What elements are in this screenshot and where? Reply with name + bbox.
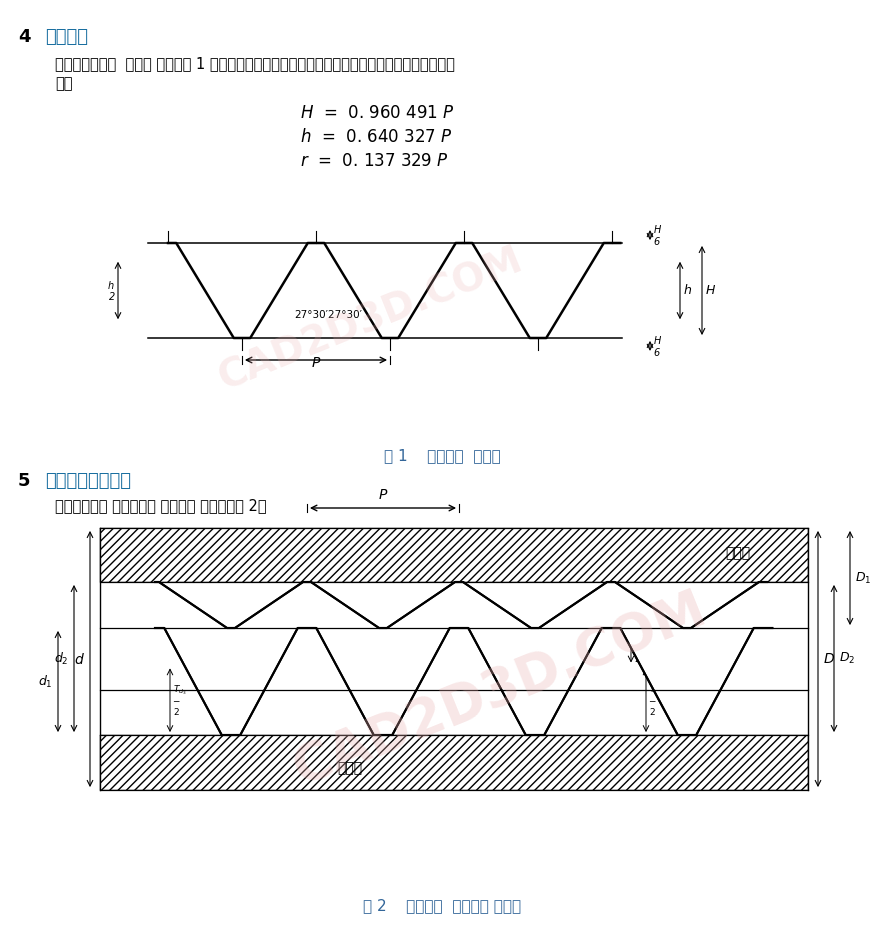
Bar [100,528,808,582]
Text: $T_{d_3}$
─
2: $T_{d_3}$ ─ 2 [173,683,187,717]
Polygon shape [469,628,621,735]
Text: 内螺纹: 内螺纹 [725,546,751,560]
Text: $H$: $H$ [705,284,716,297]
Polygon shape [164,628,316,735]
Text: $D$: $D$ [823,652,835,666]
Polygon shape [621,628,773,735]
Text: 图 1    螺纹的设  计牙型: 图 1 螺纹的设 计牙型 [384,448,500,463]
Text: CAD2D3D.COM: CAD2D3D.COM [212,242,528,398]
Text: $P$: $P$ [377,488,388,502]
Text: 设计牙型: 设计牙型 [45,28,88,46]
Text: $H$  =  0. 960 491 $P$: $H$ = 0. 960 491 $P$ [300,104,454,122]
Text: $D_2$: $D_2$ [839,651,855,666]
Text: $D_1$: $D_1$ [855,570,872,586]
Text: 27°30′27°30′: 27°30′27°30′ [294,310,362,320]
Text: $T_{d_2}$
─
2: $T_{d_2}$ ─ 2 [188,630,202,664]
Polygon shape [463,582,615,628]
Text: 图 2    螺纹尺寸  及其公差 带分布: 图 2 螺纹尺寸 及其公差 带分布 [363,898,521,913]
Text: CAD2D3D.COM: CAD2D3D.COM [286,583,714,797]
Text: $d_2$: $d_2$ [55,650,69,666]
Text: $h$
2: $h$ 2 [108,279,115,302]
Polygon shape [159,582,311,628]
Text: 5: 5 [18,472,31,490]
Polygon shape [316,628,469,735]
Text: $P$: $P$ [311,356,321,370]
Text: 圆柱管螺纹的 各直径尺寸 及其公差 带分布见图 2。: 圆柱管螺纹的 各直径尺寸 及其公差 带分布见图 2。 [55,498,267,513]
Text: $T_{D_2}$
─
2: $T_{D_2}$ ─ 2 [634,630,649,664]
Bar [100,528,808,582]
Text: $T_{D_1}$
─
2: $T_{D_1}$ ─ 2 [649,683,664,717]
Text: 算：: 算： [55,76,72,91]
Text: $d_1$: $d_1$ [38,674,53,689]
Text: $r$  =  0. 137 329 $P$: $r$ = 0. 137 329 $P$ [300,152,449,170]
Polygon shape [615,582,767,628]
Text: 基本尺寸及其公差: 基本尺寸及其公差 [45,472,131,490]
Text: 外螺纹: 外螺纹 [338,761,362,775]
Bar [100,735,808,790]
Text: $d$: $d$ [74,651,85,666]
Text: 4: 4 [18,28,31,46]
Text: $h$  =  0. 640 327 $P$: $h$ = 0. 640 327 $P$ [300,128,453,146]
Polygon shape [311,582,463,628]
Text: $H$
6: $H$ 6 [653,223,662,247]
Text: $H$
6: $H$ 6 [653,334,662,357]
Text: $h$: $h$ [683,284,692,298]
Text: 圆柱管螺纹的设  计牙型 应符合图 1 的规定。其左、右两牙侧的牙侧角相等，相关尺寸按下列公式计: 圆柱管螺纹的设 计牙型 应符合图 1 的规定。其左、右两牙侧的牙侧角相等，相关尺… [55,56,455,71]
